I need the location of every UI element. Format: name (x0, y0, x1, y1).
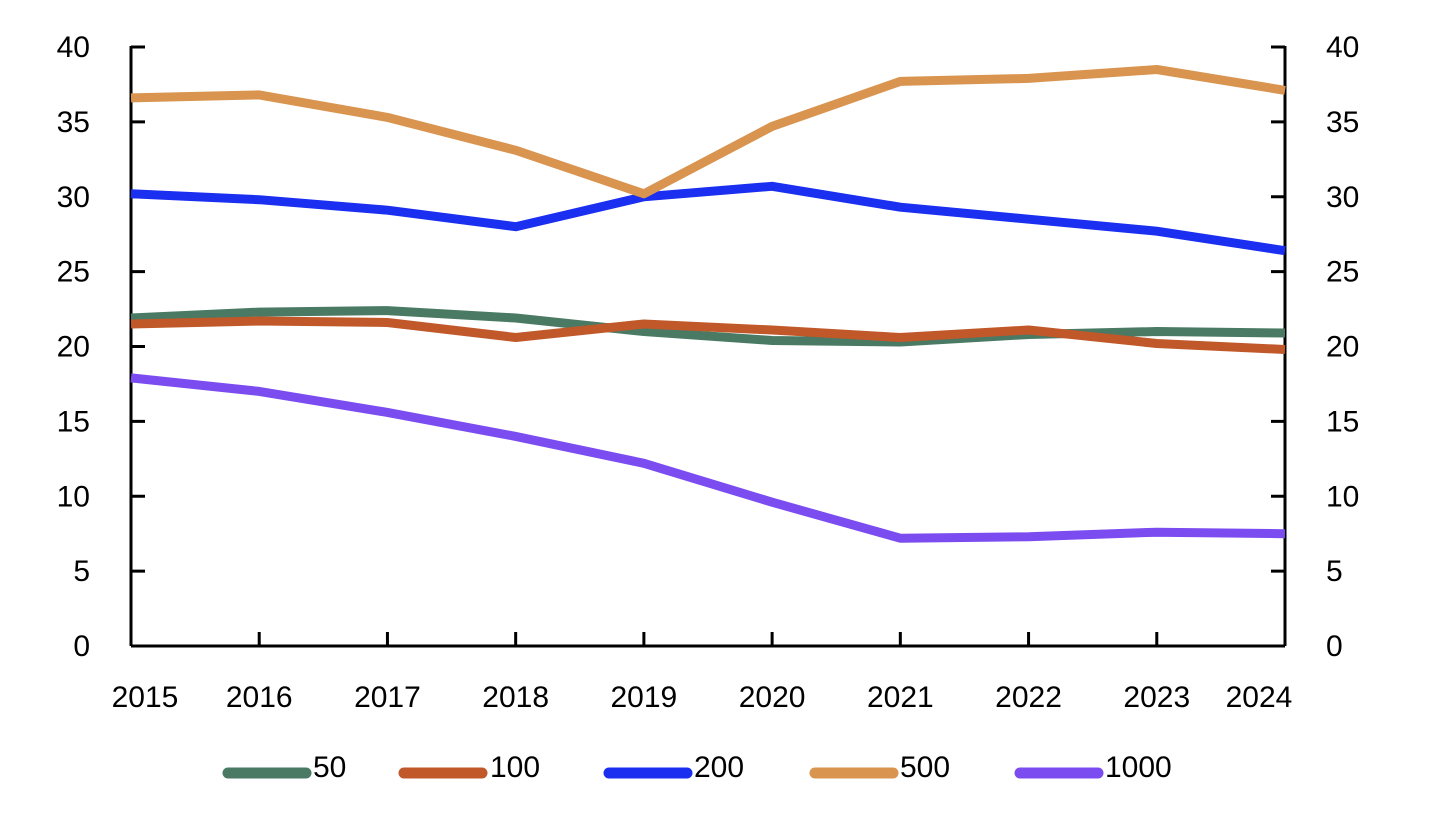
legend-label: 100 (490, 751, 540, 784)
y-tick-label-right: 0 (1326, 630, 1343, 663)
series-line-500 (130, 65, 1286, 199)
y-tick-label-right: 40 (1326, 31, 1359, 64)
series-layer (130, 65, 1286, 543)
legend-item-50: 50 (222, 751, 346, 784)
legend-item-500: 500 (809, 751, 950, 784)
x-tick-label: 2018 (482, 681, 549, 714)
y-tick-label-right: 35 (1326, 106, 1359, 139)
y-tick-label-right: 25 (1326, 256, 1359, 289)
legend-label: 200 (694, 751, 744, 784)
y-tick-label-left: 40 (57, 31, 90, 64)
y-tick-label-left: 5 (73, 555, 90, 588)
x-tick-label: 2022 (995, 681, 1062, 714)
legend-item-100: 100 (398, 751, 540, 784)
x-tick-label: 2019 (611, 681, 678, 714)
y-tick-label-right: 5 (1326, 555, 1343, 588)
legend-label: 50 (313, 751, 346, 784)
legend-label: 500 (900, 751, 950, 784)
y-tick-label-left: 10 (57, 480, 90, 513)
legend-item-1000: 1000 (1014, 751, 1172, 784)
legend: 50 100 200 500 1000 (222, 751, 1172, 784)
series-line-1000 (130, 373, 1286, 543)
y-tick-label-right: 15 (1326, 405, 1359, 438)
y-tick-label-left: 30 (57, 181, 90, 214)
y-tick-label-left: 0 (73, 630, 90, 663)
y-tick-label-left: 35 (57, 106, 90, 139)
legend-item-200: 200 (603, 751, 744, 784)
y-tick-label-right: 20 (1326, 331, 1359, 364)
x-tick-label: 2024 (1226, 681, 1293, 714)
x-tick-label: 2017 (354, 681, 421, 714)
y-tick-label-left: 20 (57, 331, 90, 364)
y-tick-label-right: 10 (1326, 480, 1359, 513)
x-tick-label: 2023 (1123, 681, 1190, 714)
series-line-200 (130, 181, 1286, 256)
y-tick-label-right: 30 (1326, 181, 1359, 214)
x-tick-label: 2016 (226, 681, 293, 714)
y-tick-label-left: 25 (57, 256, 90, 289)
legend-label: 1000 (1105, 751, 1172, 784)
x-tick-label: 2015 (112, 681, 179, 714)
x-tick-labels: 2015 2016 2017 2018 2019 2020 2021 2022 2023 2024 (112, 681, 1293, 714)
series-line-100 (130, 316, 1286, 354)
y-tick-label-left: 15 (57, 405, 90, 438)
x-tick-label: 2021 (867, 681, 934, 714)
x-tick-label: 2020 (739, 681, 806, 714)
axes: 0 5 10 15 20 25 30 35 40 0 5 10 15 20 25 30 35 40 (57, 31, 1360, 663)
